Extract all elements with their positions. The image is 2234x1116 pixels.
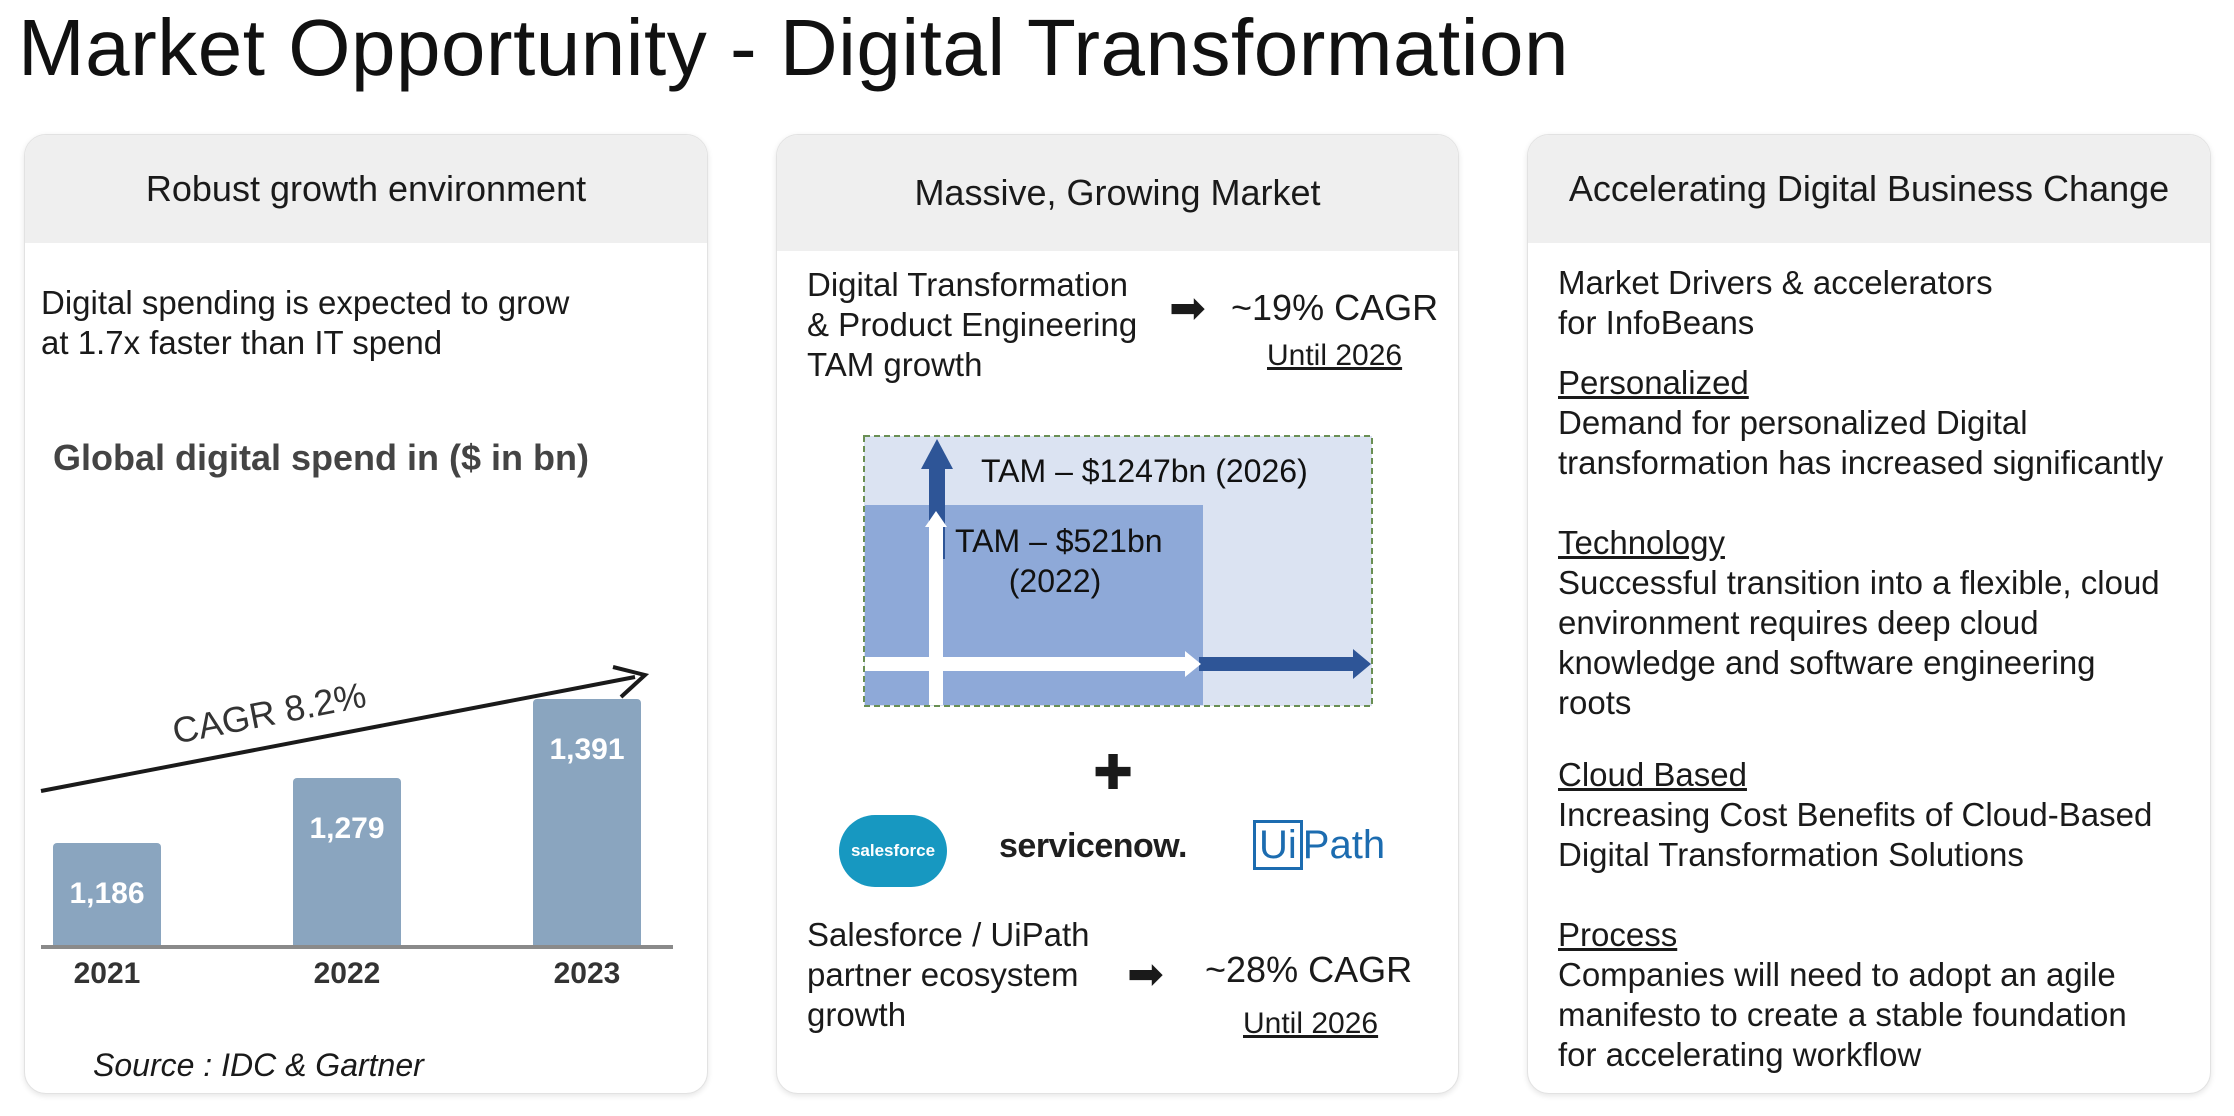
bar-value-label: 1,391 — [549, 733, 625, 767]
partner-line: Salesforce / UiPath — [807, 916, 1090, 953]
driver-line: transformation has increased significant… — [1558, 444, 2164, 481]
dt-line: & Product Engineering — [807, 306, 1138, 343]
driver-line: manifesto to create a stable foundation — [1558, 996, 2127, 1033]
driver-line: knowledge and software engineering — [1558, 644, 2096, 681]
right-arrow-icon: ➡ — [1169, 284, 1206, 333]
cagr-trend-arrow — [40, 665, 673, 949]
right-arrow-icon: ➡ — [1127, 950, 1164, 999]
driver-heading: Personalized — [1558, 364, 1749, 401]
bar-2021 — [53, 842, 161, 945]
bar-2023 — [533, 699, 641, 945]
driver-line: Digital Transformation Solutions — [1558, 836, 2024, 873]
bar-chart: CAGR 8.2% 1,186 2021 1,279 2022 1,391 2023 — [25, 505, 707, 1025]
partner-until: Until 2026 — [1243, 1007, 1379, 1040]
dt-cagr: ~19% CAGR — [1231, 287, 1439, 328]
driver-heading: Cloud Based — [1558, 756, 1747, 793]
drivers-intro-line: Market Drivers & accelerators — [1558, 264, 1993, 301]
partner-cagr: ~28% CAGR — [1205, 949, 1413, 990]
panel-header: Accelerating Digital Business Change — [1528, 135, 2210, 243]
driver-heading: Process — [1558, 916, 1678, 953]
tam-diagram: TAM – $1247bn (2026) TAM – $521bn (2022) — [863, 435, 1373, 707]
drivers-intro: Market Drivers & accelerators for InfoBe… — [1558, 263, 1993, 343]
partner-line: partner ecosystem — [807, 956, 1079, 993]
x-tick-label: 2022 — [313, 957, 381, 990]
dt-line: TAM growth — [807, 346, 983, 383]
intro-line: at 1.7x faster than IT spend — [41, 324, 443, 361]
intro-line: Digital spending is expected to grow — [41, 284, 570, 321]
source-note: Source : IDC & Gartner — [93, 1047, 424, 1083]
driver-line: environment requires deep cloud — [1558, 604, 2039, 641]
salesforce-logo: salesforce — [839, 815, 947, 887]
driver-technology: Technology Successful transition into a … — [1558, 523, 2160, 723]
driver-line: Increasing Cost Benefits of Cloud-Based — [1558, 796, 2153, 833]
uipath-logo-text: Path — [1302, 823, 1386, 867]
panel-header: Massive, Growing Market — [777, 135, 1458, 251]
tam-2022-line: TAM – $521bn — [955, 523, 1163, 559]
driver-line: Successful transition into a flexible, c… — [1558, 564, 2160, 601]
driver-process: Process Companies will need to adopt an … — [1558, 915, 2127, 1075]
dt-until: Until 2026 — [1267, 339, 1403, 372]
driver-line: Companies will need to adopt an agile — [1558, 956, 2116, 993]
bar-value-label: 1,279 — [309, 811, 385, 845]
drivers-intro-line: for InfoBeans — [1558, 304, 1755, 341]
uipath-logo-box: Ui — [1253, 820, 1303, 870]
panel-header: Robust growth environment — [25, 135, 707, 243]
tam-diagram-graphic — [863, 435, 1373, 707]
driver-cloud-based: Cloud Based Increasing Cost Benefits of … — [1558, 755, 2152, 875]
plus-icon: ✚ — [1093, 747, 1134, 800]
driver-heading: Technology — [1558, 524, 1725, 561]
x-tick-label: 2023 — [553, 957, 621, 990]
panel-drivers: Accelerating Digital Business Change Mar… — [1527, 134, 2211, 1094]
driver-personalized: Personalized Demand for personalized Dig… — [1558, 363, 2163, 483]
driver-line: roots — [1558, 684, 1632, 721]
dt-tam-text: Digital Transformation & Product Enginee… — [807, 265, 1137, 385]
intro-text: Digital spending is expected to grow at … — [41, 283, 569, 363]
bar-value-label: 1,186 — [69, 876, 145, 910]
servicenow-logo: servicenow. — [999, 827, 1187, 865]
partner-text: Salesforce / UiPath partner ecosystem gr… — [807, 915, 1089, 1035]
uipath-logo: Ui Path — [1253, 820, 1386, 870]
dt-line: Digital Transformation — [807, 266, 1128, 303]
page-title: Market Opportunity - Digital Transformat… — [18, 3, 1569, 92]
partner-line: growth — [807, 996, 907, 1033]
chart-title: Global digital spend in ($ in bn) — [53, 437, 589, 478]
tam-2022-label: TAM – $521bn (2022) — [955, 521, 1163, 601]
driver-line: for accelerating workflow — [1558, 1036, 1922, 1073]
x-tick-label: 2021 — [73, 957, 141, 990]
driver-line: Demand for personalized Digital — [1558, 404, 2028, 441]
tam-2026-label: TAM – $1247bn (2026) — [981, 453, 1308, 489]
bar-2022 — [293, 777, 401, 945]
panel-growth: Robust growth environment Digital spendi… — [24, 134, 708, 1094]
tam-2022-line: (2022) — [1008, 563, 1102, 599]
panel-market: Massive, Growing Market Digital Transfor… — [776, 134, 1459, 1094]
